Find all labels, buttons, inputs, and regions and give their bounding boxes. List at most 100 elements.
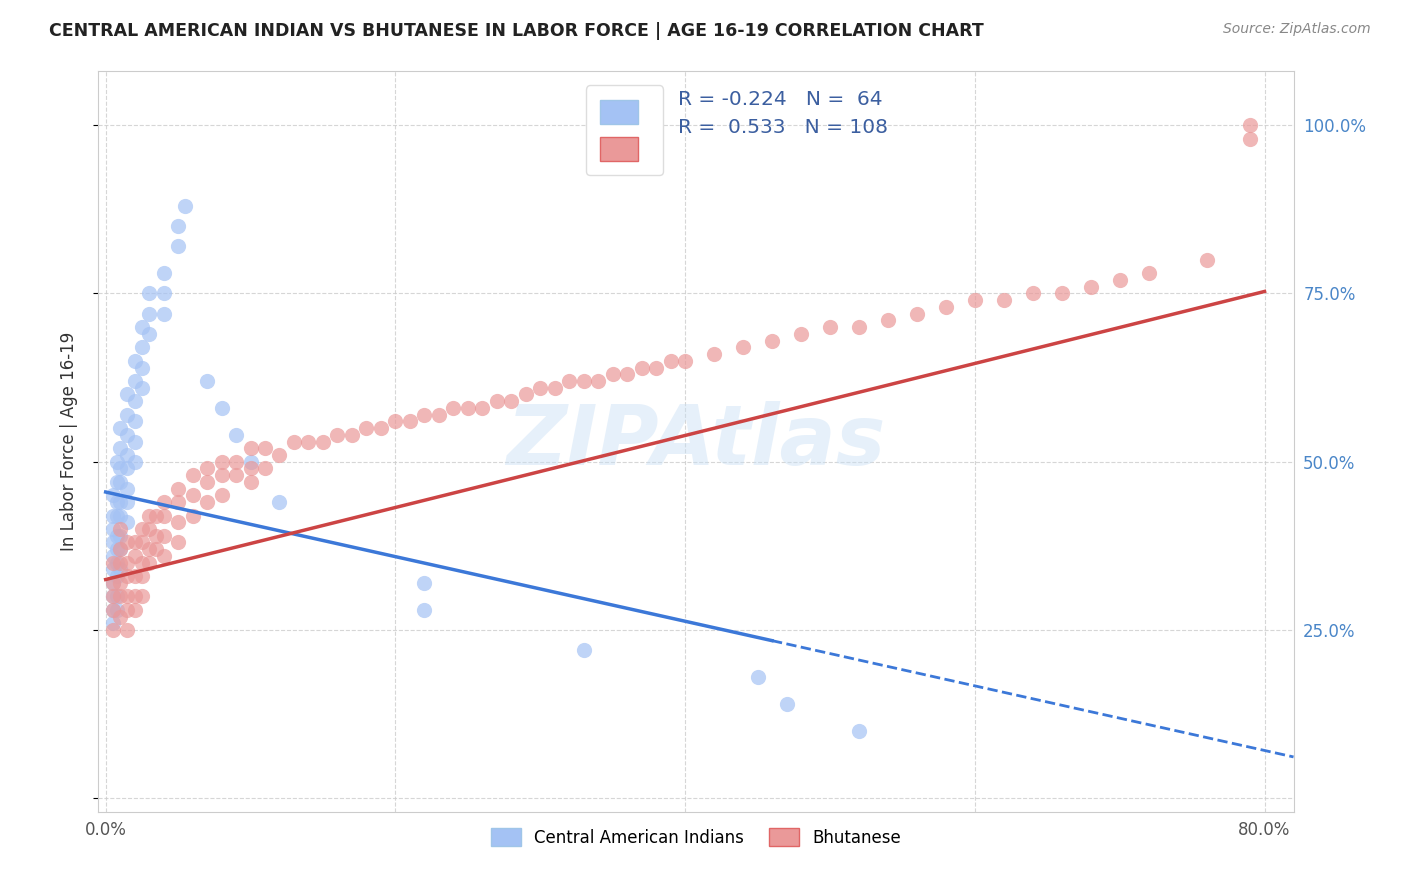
Point <box>131 360 153 375</box>
Point <box>138 508 160 523</box>
Point <box>101 522 124 536</box>
Point <box>225 468 247 483</box>
Point <box>225 427 247 442</box>
Point <box>225 455 247 469</box>
Point <box>105 569 128 583</box>
Point <box>413 408 436 422</box>
Point <box>108 556 131 570</box>
Point <box>963 293 986 308</box>
Point <box>905 307 928 321</box>
Point <box>877 313 900 327</box>
Point <box>848 320 870 334</box>
Point <box>124 535 146 549</box>
Point <box>105 455 128 469</box>
Point <box>152 508 174 523</box>
Point <box>131 556 153 570</box>
Point <box>1050 286 1073 301</box>
Point <box>167 239 190 253</box>
Point <box>105 556 128 570</box>
Point <box>848 723 870 738</box>
Point <box>1239 118 1261 132</box>
Point <box>145 542 167 557</box>
Point <box>105 495 128 509</box>
Point <box>572 374 595 388</box>
Point <box>108 421 131 435</box>
Point <box>211 455 233 469</box>
Point <box>515 387 537 401</box>
Point <box>131 340 153 354</box>
Point <box>138 286 160 301</box>
Point <box>326 427 349 442</box>
Point <box>101 603 124 617</box>
Point <box>117 387 139 401</box>
Point <box>441 401 464 415</box>
Point <box>117 495 139 509</box>
Point <box>152 286 174 301</box>
Point <box>108 475 131 489</box>
Point <box>935 300 957 314</box>
Point <box>558 374 581 388</box>
Point <box>105 542 128 557</box>
Point <box>1137 266 1160 280</box>
Point <box>124 394 146 409</box>
Point <box>253 461 276 475</box>
Point <box>195 475 218 489</box>
Point <box>993 293 1015 308</box>
Point <box>703 347 725 361</box>
Point <box>108 590 131 604</box>
Point <box>1195 252 1218 267</box>
Point <box>630 360 652 375</box>
Point <box>108 522 131 536</box>
Point <box>747 670 769 684</box>
Point <box>101 575 124 590</box>
Point <box>105 529 128 543</box>
Point <box>384 414 406 428</box>
Point <box>117 569 139 583</box>
Point <box>413 575 436 590</box>
Point <box>117 590 139 604</box>
Point <box>239 442 262 456</box>
Point <box>117 603 139 617</box>
Point <box>167 495 190 509</box>
Point <box>105 475 128 489</box>
Point <box>145 508 167 523</box>
Point <box>181 508 204 523</box>
Point <box>659 353 682 368</box>
Point <box>211 488 233 502</box>
Point <box>108 575 131 590</box>
Point <box>471 401 494 415</box>
Point <box>101 562 124 576</box>
Point <box>413 603 436 617</box>
Point <box>239 455 262 469</box>
Point <box>427 408 450 422</box>
Point <box>818 320 841 334</box>
Point <box>544 381 567 395</box>
Point <box>356 421 378 435</box>
Point <box>239 461 262 475</box>
Point <box>312 434 335 449</box>
Point <box>124 353 146 368</box>
Point <box>167 516 190 530</box>
Point <box>211 401 233 415</box>
Point <box>101 556 124 570</box>
Point <box>131 522 153 536</box>
Point <box>167 535 190 549</box>
Point <box>340 427 363 442</box>
Point <box>253 442 276 456</box>
Point <box>108 542 131 557</box>
Point <box>124 374 146 388</box>
Point <box>101 616 124 631</box>
Point <box>117 408 139 422</box>
Text: CENTRAL AMERICAN INDIAN VS BHUTANESE IN LABOR FORCE | AGE 16-19 CORRELATION CHAR: CENTRAL AMERICAN INDIAN VS BHUTANESE IN … <box>49 22 984 40</box>
Point <box>790 326 813 341</box>
Point <box>138 522 160 536</box>
Point <box>101 535 124 549</box>
Point <box>152 266 174 280</box>
Point <box>108 508 131 523</box>
Point <box>195 374 218 388</box>
Point <box>181 468 204 483</box>
Point <box>457 401 479 415</box>
Point <box>101 549 124 563</box>
Point <box>501 394 523 409</box>
Point <box>167 219 190 234</box>
